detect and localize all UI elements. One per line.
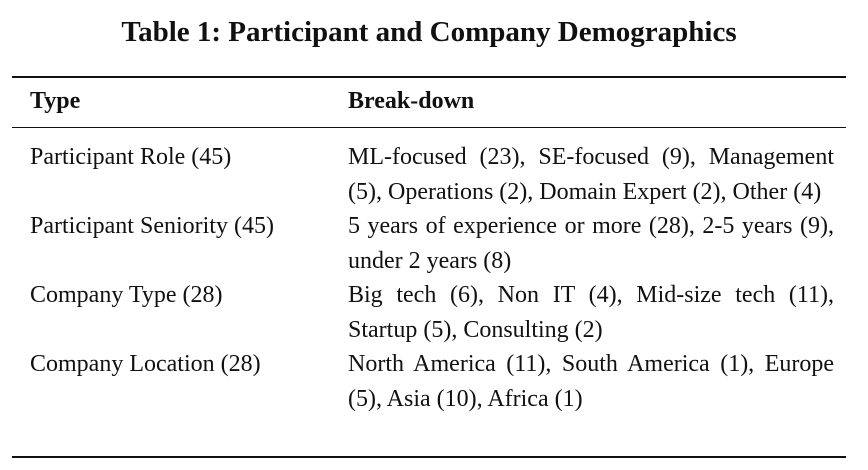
row-type-cell: Participant Role (45) — [30, 144, 232, 170]
header-type: Type — [30, 88, 81, 114]
row-breakdown-cell: 5 years of experience or more (28), 2-5 … — [348, 213, 834, 274]
demographics-table: Type Break-down Participant Role (45) ML… — [30, 84, 834, 412]
table-caption: Table 1: Participant and Company Demogra… — [121, 16, 737, 48]
row-type-cell: Company Location (28) — [30, 351, 261, 377]
table-row: Participant Role (45) ML-focused (23), S… — [30, 140, 834, 209]
table-row: Company Location (28) North America (11)… — [30, 347, 834, 416]
table-row: Participant Seniority (45) 5 years of ex… — [30, 209, 834, 278]
table-body: Participant Role (45) ML-focused (23), S… — [30, 140, 834, 416]
header-breakdown: Break-down — [348, 88, 475, 114]
row-type-cell: Participant Seniority (45) — [30, 213, 274, 239]
table-bottom-rule — [12, 456, 846, 458]
table-row: Company Type (28) Big tech (6), Non IT (… — [30, 278, 834, 347]
row-type-cell: Company Type (28) — [30, 282, 223, 308]
row-breakdown-cell: Big tech (6), Non IT (4), Mid-size tech … — [348, 282, 834, 343]
table-header-rule — [12, 127, 846, 128]
row-breakdown-cell: North America (11), South America (1), E… — [348, 351, 834, 412]
table-header-row: Type Break-down — [30, 84, 834, 127]
table-top-rule — [12, 76, 846, 78]
row-breakdown-cell: ML-focused (23), SE-focused (9), Manage­… — [348, 144, 834, 205]
